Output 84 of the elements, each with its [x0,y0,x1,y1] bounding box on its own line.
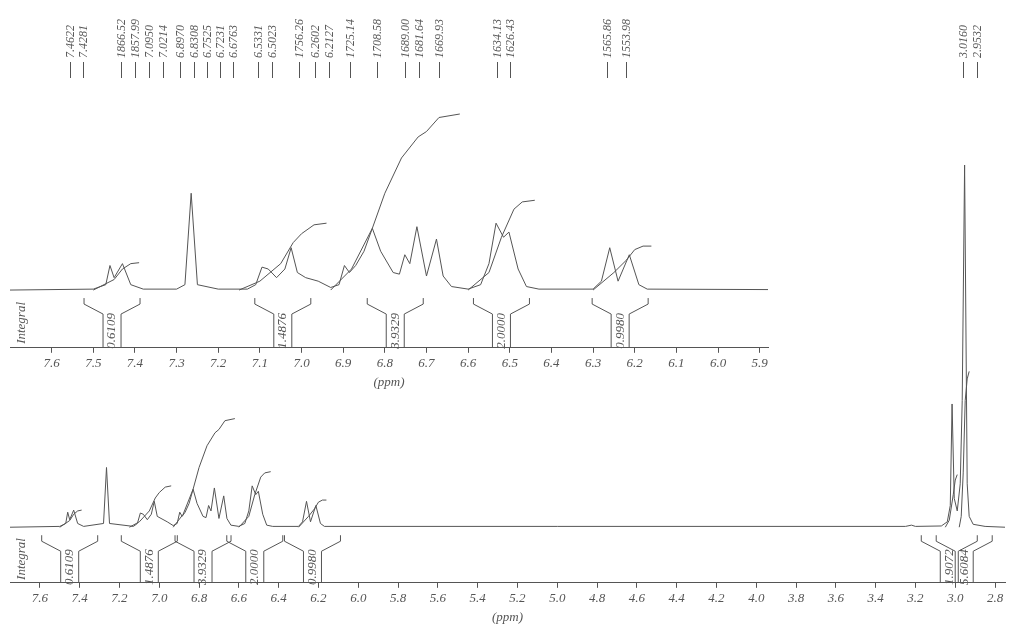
x-tick-label: 7.2 [111,590,129,606]
annotation: 1.9072 [940,548,956,585]
text: 1681.64 [412,19,426,58]
x-tick-label: 4.0 [748,590,765,606]
x-tick-label: 7.4 [71,590,89,606]
text: 6.8308 [187,25,201,58]
x-tick-label: 6.1 [668,355,685,371]
x-tick-label: 5.8 [389,590,407,606]
x-tick-label: 7.4 [126,355,144,371]
x-tick-label: 4.4 [668,590,686,606]
x-tick-label: 5.9 [751,355,769,371]
text: 7.0214 [156,25,170,58]
annotation: 3.9329 [194,548,210,586]
x-tick-label: 6.8 [190,590,208,606]
x-tick-label: 2.8 [986,590,1004,606]
x-axis-title: (ppm) [373,373,405,389]
x-tick-label: 4.2 [708,590,726,606]
x-tick-label: 7.0 [151,590,168,606]
text: 7.0950 [142,25,156,58]
text: 1626.43 [503,19,517,58]
text: 6.7525 [200,25,214,58]
text: 6.8970 [173,25,187,58]
x-tick-label: 7.2 [210,355,227,371]
text: 1553.98 [619,19,633,58]
text: 1634.13 [490,19,504,58]
x-tick-label: 6.3 [584,355,602,371]
x-tick-label: 4.8 [588,590,606,606]
x-tick-label: 7.1 [251,355,269,371]
x-tick-label: 7.6 [43,355,61,371]
text: 1669.93 [432,19,446,58]
y-axis-title: Integral [13,537,29,581]
x-tick-label: 5.0 [549,590,566,606]
x-axis-title: (ppm) [491,608,524,624]
text: 6.7231 [213,25,227,58]
x-tick-label: 7.0 [293,355,311,371]
x-tick-label: 6.9 [335,355,352,371]
x-tick-label: 6.8 [376,355,394,371]
x-tick-label: 6.4 [543,355,561,371]
x-tick-label: 3.2 [906,590,925,606]
x-tick-label: 4.6 [628,590,646,606]
text: 6.5331 [251,25,265,58]
y-axis-title: Integral [13,301,29,345]
text: 7.4622 [63,25,77,58]
text: 6.5023 [265,25,279,58]
annotation: 2.0000 [246,548,262,585]
text: 1708.58 [370,19,384,58]
text: 6.2602 [308,25,322,58]
annotation: 0.9980 [303,548,319,585]
x-tick-label: 3.8 [786,590,805,606]
text: 3.0160 [956,25,970,58]
text: 1725.14 [343,19,357,58]
x-tick-label: 6.2 [626,355,644,371]
annotation: 3.9329 [386,312,402,350]
text: 1689.00 [398,19,412,58]
text: 1857.99 [128,19,142,58]
x-tick-label: 5.2 [509,590,527,606]
x-tick-label: 6.6 [460,355,477,371]
x-tick-label: 7.3 [168,355,186,371]
annotation: 5.6084 [955,548,971,585]
x-tick-label: 6.6 [230,590,248,606]
x-tick-label: 3.6 [826,590,845,606]
x-tick-label: 6.5 [501,355,519,371]
x-tick-label: 6.4 [270,590,288,606]
x-tick-label: 3.4 [866,590,885,606]
x-tick-label: 6.0 [350,590,367,606]
x-tick-label: 3.0 [946,590,964,606]
annotation: 0.6109 [61,548,77,585]
x-tick-label: 5.6 [429,590,447,606]
x-tick-label: 5.4 [469,590,487,606]
x-tick-label: 7.6 [31,590,49,606]
annotation: 2.0000 [492,312,508,349]
x-tick-label: 6.2 [310,590,328,606]
text: 2.9532 [970,25,984,58]
x-tick-label: 7.5 [85,355,102,371]
annotation: 1.4876 [140,548,156,585]
text: 1565.86 [600,19,614,58]
text: 1756.26 [292,19,306,58]
text: 1866.52 [114,19,128,58]
text: 6.2127 [322,25,336,58]
text: 7.4281 [76,25,90,58]
annotation: 1.4876 [274,312,290,349]
text: 6.6763 [226,25,240,58]
x-tick-label: 6.0 [709,355,727,371]
x-tick-label: 6.7 [418,355,436,371]
